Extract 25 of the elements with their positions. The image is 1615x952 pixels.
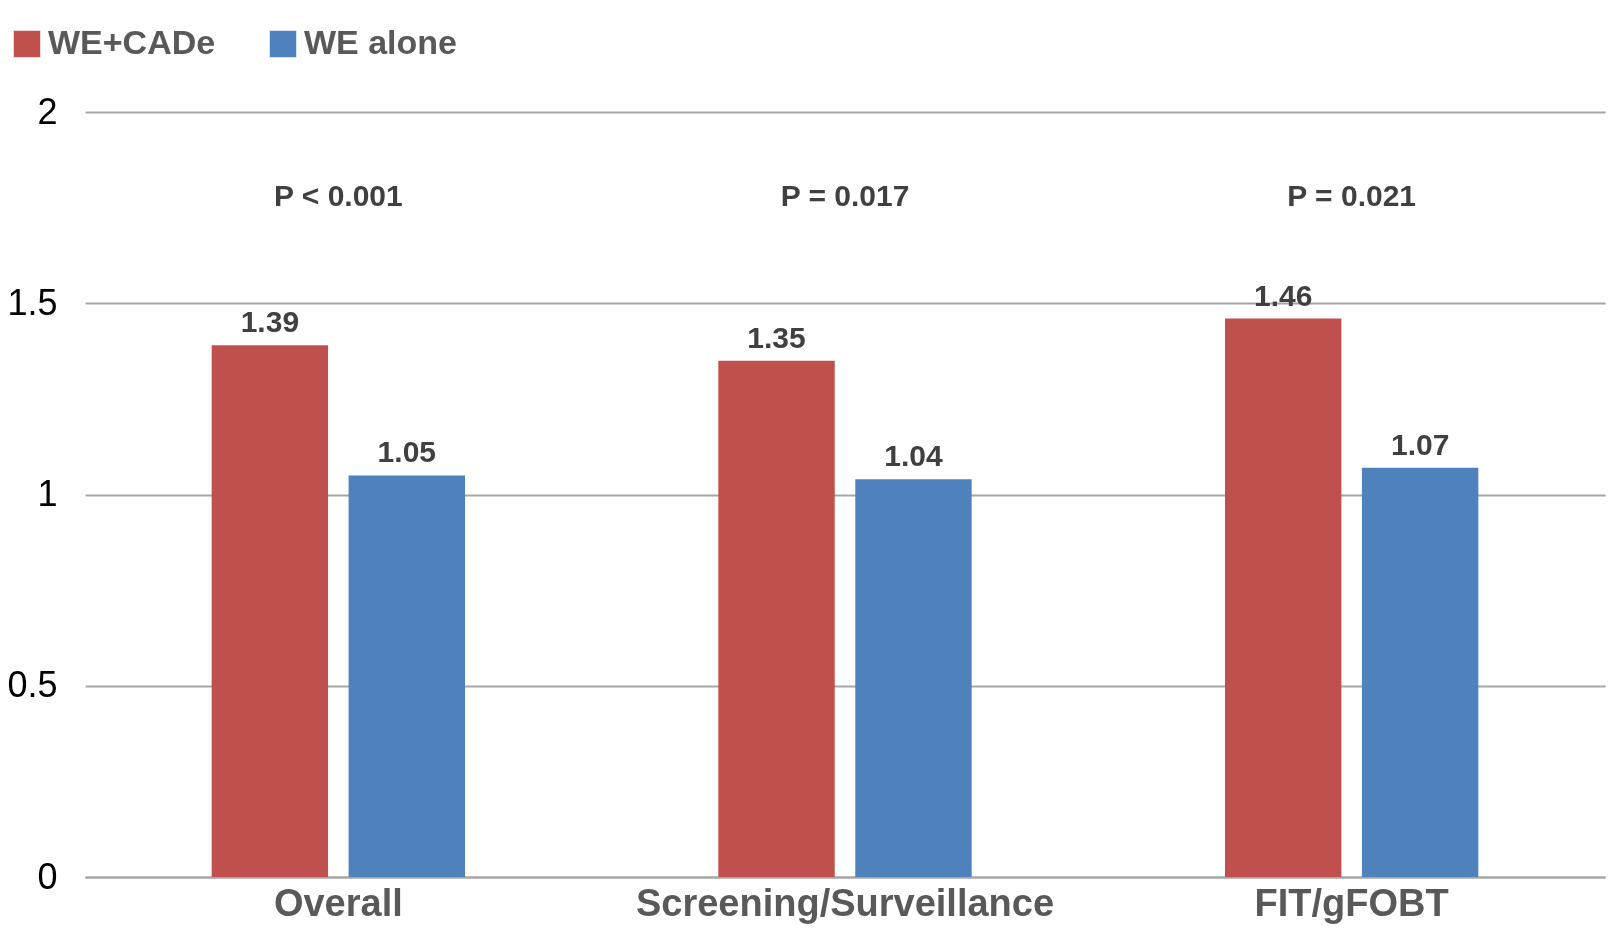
data-label: 1.05	[377, 435, 436, 469]
data-label: 1.46	[1254, 278, 1313, 312]
y-tick-label: 1	[37, 473, 58, 514]
data-label: 1.39	[240, 305, 300, 339]
x-tick-label: FIT/gFOBT	[1254, 881, 1449, 924]
y-tick-label: 1.5	[7, 281, 58, 323]
bar	[348, 475, 465, 877]
data-label: 1.07	[1390, 427, 1450, 461]
bar	[1361, 467, 1479, 877]
annotation: P = 0.021	[1287, 179, 1417, 212]
x-tick-label: Overall	[273, 881, 403, 924]
x-tick-label: Screening/Surveillance	[635, 881, 1055, 924]
bar	[1225, 318, 1342, 877]
bar	[718, 360, 835, 877]
annotation: P < 0.001	[273, 179, 403, 212]
data-label: 1.04	[884, 439, 943, 473]
y-tick-label: 0	[37, 855, 58, 897]
bar	[211, 345, 329, 877]
annotation: P = 0.017	[780, 179, 910, 212]
bar	[855, 479, 972, 877]
legend-label: WE alone	[304, 23, 458, 61]
data-label: 1.35	[747, 320, 806, 354]
y-tick-label: 0.5	[7, 664, 58, 706]
y-tick-label: 2	[37, 90, 58, 132]
legend-label: WE+CADe	[48, 23, 216, 61]
